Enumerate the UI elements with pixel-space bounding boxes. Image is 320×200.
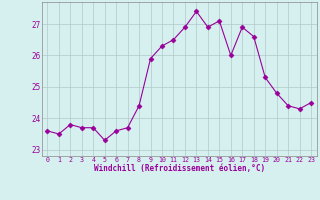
X-axis label: Windchill (Refroidissement éolien,°C): Windchill (Refroidissement éolien,°C) xyxy=(94,164,265,173)
